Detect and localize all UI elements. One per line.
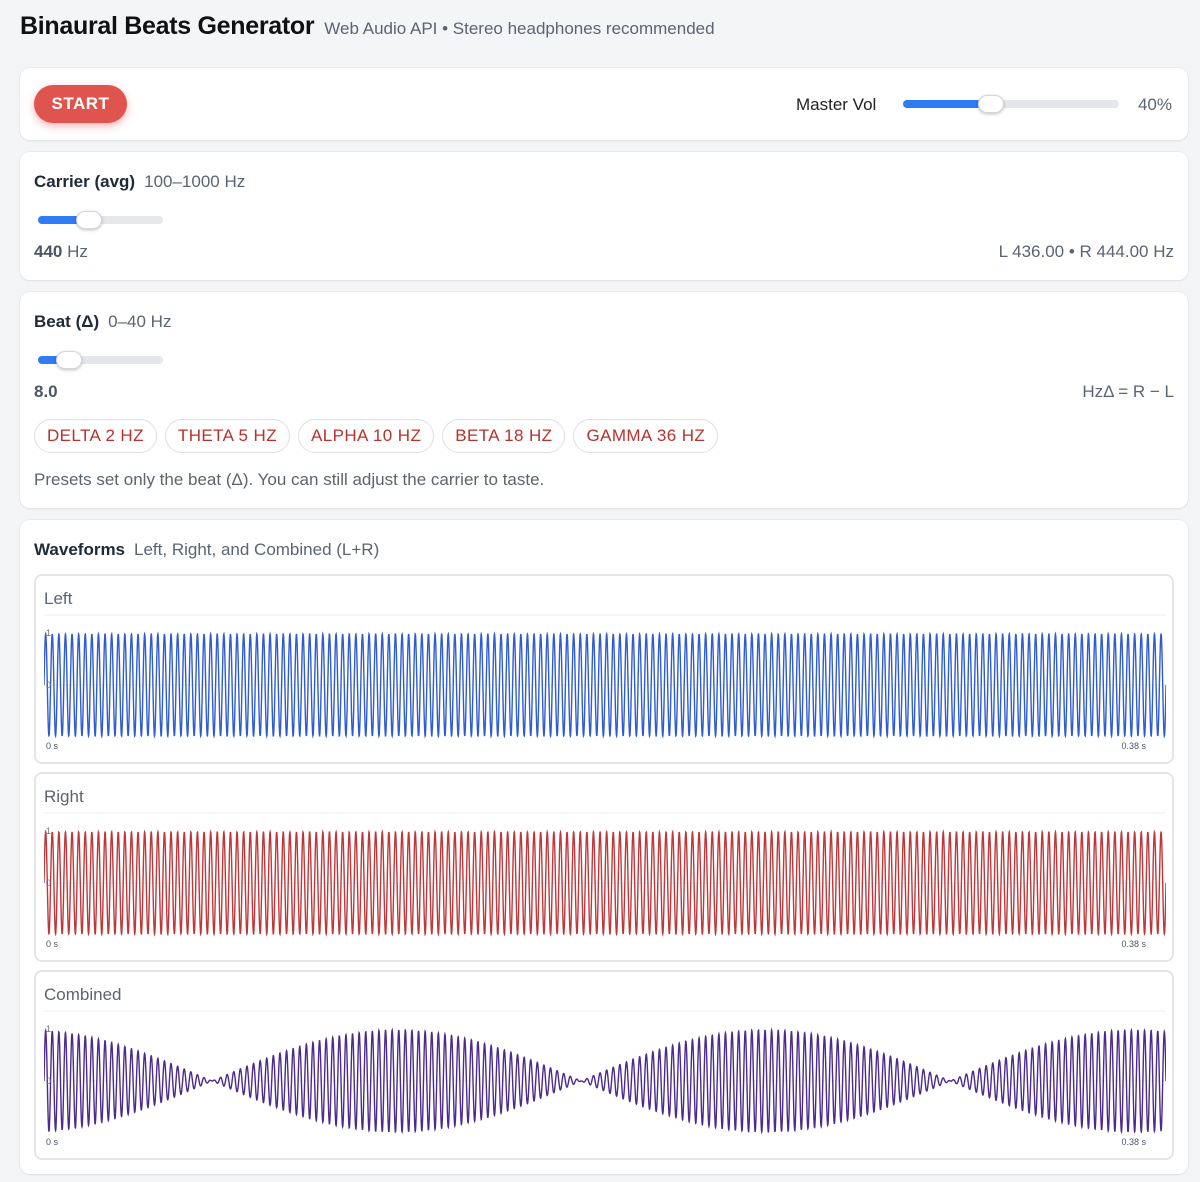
time-end-label: 0.38 s (1121, 939, 1146, 949)
wave-canvas-combined: 1 0 0 s 0.38 s (44, 1010, 1166, 1147)
carrier-value: 440 (34, 242, 63, 261)
wave-label-combined: Combined (44, 985, 122, 1004)
carrier-slider[interactable] (38, 211, 163, 229)
preset-alpha-button[interactable]: ALPHA 10 HZ (298, 419, 435, 453)
y-axis-top-label: 1 (46, 826, 51, 836)
waveforms-header: Waveforms Left, Right, and Combined (L+R… (34, 540, 379, 560)
preset-theta-button[interactable]: THETA 5 HZ (164, 419, 290, 453)
beat-presets: DELTA 2 HZ THETA 5 HZ ALPHA 10 HZ BETA 1… (34, 419, 719, 453)
right-waveform-line (44, 829, 1166, 937)
left-waveform-line (44, 631, 1166, 739)
wave-canvas-left: 1 0 0 s 0.38 s (44, 614, 1166, 751)
y-axis-top-label: 1 (46, 1024, 51, 1034)
carrier-title: Carrier (avg) (34, 172, 136, 191)
time-end-label: 0.38 s (1121, 741, 1146, 751)
preset-gamma-button[interactable]: GAMMA 36 HZ (573, 419, 719, 453)
wave-panel-right: Right 1 0 0 s 0.38 s (34, 772, 1174, 962)
beat-value: 8.0 (34, 382, 58, 401)
time-start-label: 0 s (46, 1137, 59, 1147)
beat-card: Beat (Δ) 0–40 Hz 8.0 HzΔ = R − L DELTA 2… (20, 292, 1188, 508)
app-subtitle: Web Audio API • Stereo headphones recomm… (324, 19, 715, 38)
beat-slider-thumb[interactable] (56, 351, 82, 369)
time-end-label: 0.38 s (1121, 1137, 1146, 1147)
waveforms-subtitle: Left, Right, and Combined (L+R) (134, 540, 380, 559)
y-axis-top-label: 1 (46, 628, 51, 638)
carrier-lr-readout: L 436.00 • R 444.00 Hz (998, 242, 1174, 261)
carrier-header: Carrier (avg) 100–1000 Hz (34, 172, 245, 192)
y-axis-zero-label: 0 (46, 878, 51, 888)
y-axis-zero-label: 0 (46, 680, 51, 690)
master-volume-thumb[interactable] (978, 95, 1004, 113)
wave-label-left: Left (44, 589, 73, 608)
time-start-label: 0 s (46, 939, 59, 949)
wave-canvas-right: 1 0 0 s 0.38 s (44, 812, 1166, 949)
beat-formula: HzΔ = R − L (1082, 382, 1174, 401)
y-axis-zero-label: 0 (46, 1076, 51, 1086)
carrier-card: Carrier (avg) 100–1000 Hz 440 Hz L 436.0… (20, 152, 1188, 280)
beat-range: 0–40 Hz (108, 312, 172, 331)
presets-note: Presets set only the beat (Δ). You can s… (34, 470, 545, 489)
waveforms-card: Waveforms Left, Right, and Combined (L+R… (20, 520, 1188, 1174)
waveforms-title: Waveforms (34, 540, 126, 559)
preset-delta-button[interactable]: DELTA 2 HZ (34, 419, 157, 453)
start-button[interactable]: START (34, 85, 127, 123)
master-volume-label: Master Vol (796, 95, 877, 114)
combined-waveform-line (44, 1027, 1166, 1135)
master-volume-fill (903, 100, 981, 108)
beat-value-row: 8.0 (34, 382, 58, 402)
beat-title: Beat (Δ) (34, 312, 100, 331)
wave-panel-left: Left 1 0 0 s 0.38 s (34, 574, 1174, 764)
beat-slider[interactable] (38, 351, 163, 369)
time-start-label: 0 s (46, 741, 59, 751)
beat-header: Beat (Δ) 0–40 Hz (34, 312, 171, 332)
carrier-value-row: 440 Hz (34, 242, 88, 262)
carrier-slider-fill (38, 216, 80, 224)
carrier-range: 100–1000 Hz (144, 172, 246, 191)
app-header: Binaural Beats Generator Web Audio API •… (20, 12, 715, 41)
app-title: Binaural Beats Generator (20, 12, 315, 40)
wave-label-right: Right (44, 787, 84, 806)
beat-slider-fill (38, 356, 60, 364)
preset-beta-button[interactable]: BETA 18 HZ (442, 419, 566, 453)
wave-panel-combined: Combined 1 0 0 s 0.38 s (34, 970, 1174, 1160)
carrier-slider-thumb[interactable] (76, 211, 102, 229)
carrier-unit: Hz (67, 242, 88, 261)
controls-card: START Master Vol 40% (20, 68, 1188, 140)
master-volume-value: 40% (1137, 95, 1172, 114)
master-volume-slider[interactable] (903, 95, 1119, 113)
